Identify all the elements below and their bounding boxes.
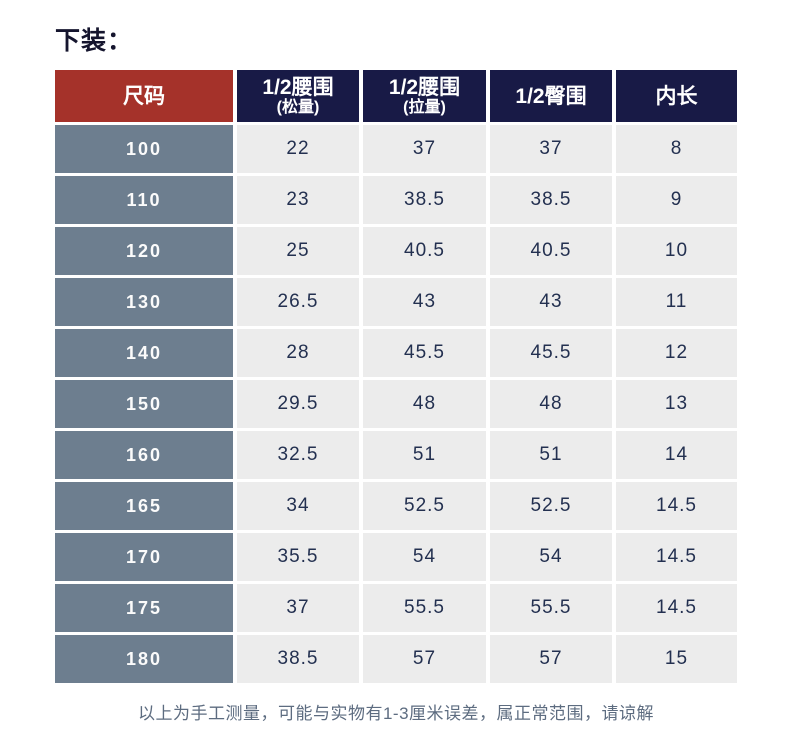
size-cell: 130 — [55, 278, 233, 326]
value-cell-inseam: 8 — [616, 125, 737, 173]
value-cell-waist-stretched: 48 — [363, 380, 486, 428]
size-cell: 180 — [55, 635, 233, 683]
value-cell-hip: 40.5 — [490, 227, 612, 275]
value-cell-hip: 57 — [490, 635, 612, 683]
size-cell: 170 — [55, 533, 233, 581]
value-cell-hip: 45.5 — [490, 329, 612, 377]
value-cell-hip: 48 — [490, 380, 612, 428]
value-cell-hip: 37 — [490, 125, 612, 173]
header-label: 内长 — [655, 84, 698, 108]
value-cell-waist-relaxed: 38.5 — [237, 635, 359, 683]
value-cell-hip: 54 — [490, 533, 612, 581]
size-cell: 165 — [55, 482, 233, 530]
header-half-waist-relaxed: 1/2腰围 (松量) — [237, 70, 359, 122]
size-cell: 110 — [55, 176, 233, 224]
header-half-hip: 1/2臀围 — [490, 70, 612, 122]
value-cell-waist-stretched: 38.5 — [363, 176, 486, 224]
header-label: 1/2腰围 — [262, 75, 334, 99]
value-cell-inseam: 15 — [616, 635, 737, 683]
value-cell-waist-stretched: 55.5 — [363, 584, 486, 632]
header-label: 1/2臀围 — [515, 84, 587, 108]
size-cell: 120 — [55, 227, 233, 275]
value-cell-inseam: 14.5 — [616, 533, 737, 581]
value-cell-inseam: 10 — [616, 227, 737, 275]
value-cell-waist-relaxed: 28 — [237, 329, 359, 377]
value-cell-waist-relaxed: 29.5 — [237, 380, 359, 428]
value-cell-waist-stretched: 51 — [363, 431, 486, 479]
value-cell-waist-stretched: 54 — [363, 533, 486, 581]
measurement-note: 以上为手工测量，可能与实物有1-3厘米误差，属正常范围，请谅解 — [137, 704, 655, 723]
value-cell-waist-relaxed: 32.5 — [237, 431, 359, 479]
value-cell-hip: 38.5 — [490, 176, 612, 224]
value-cell-waist-relaxed: 23 — [237, 176, 359, 224]
value-cell-inseam: 13 — [616, 380, 737, 428]
value-cell-waist-stretched: 52.5 — [363, 482, 486, 530]
value-cell-inseam: 12 — [616, 329, 737, 377]
value-cell-waist-relaxed: 35.5 — [237, 533, 359, 581]
value-cell-inseam: 11 — [616, 278, 737, 326]
size-table: 尺码 1/2腰围 (松量) 1/2腰围 (拉量) 1/2臀围 内长 100 22… — [55, 70, 737, 683]
header-label: 尺码 — [123, 84, 165, 108]
value-cell-waist-stretched: 37 — [363, 125, 486, 173]
header-label: 1/2腰围 — [388, 75, 461, 99]
page-title: 下装： — [55, 27, 134, 55]
value-cell-hip: 52.5 — [490, 482, 612, 530]
size-cell: 160 — [55, 431, 233, 479]
value-cell-inseam: 14.5 — [616, 584, 737, 632]
value-cell-waist-relaxed: 22 — [237, 125, 359, 173]
value-cell-inseam: 14 — [616, 431, 737, 479]
value-cell-hip: 55.5 — [490, 584, 612, 632]
header-inseam: 内长 — [616, 70, 737, 122]
value-cell-waist-stretched: 57 — [363, 635, 486, 683]
value-cell-waist-relaxed: 25 — [237, 227, 359, 275]
value-cell-waist-relaxed: 34 — [237, 482, 359, 530]
value-cell-waist-stretched: 40.5 — [363, 227, 486, 275]
value-cell-inseam: 9 — [616, 176, 737, 224]
header-size: 尺码 — [55, 70, 233, 122]
value-cell-waist-relaxed: 26.5 — [237, 278, 359, 326]
value-cell-waist-stretched: 43 — [363, 278, 486, 326]
value-cell-waist-relaxed: 37 — [237, 584, 359, 632]
size-cell: 175 — [55, 584, 233, 632]
value-cell-inseam: 14.5 — [616, 482, 737, 530]
size-cell: 150 — [55, 380, 233, 428]
size-cell: 100 — [55, 125, 233, 173]
header-sublabel: (拉量) — [403, 98, 446, 116]
header-sublabel: (松量) — [276, 98, 320, 116]
value-cell-hip: 51 — [490, 431, 612, 479]
value-cell-hip: 43 — [490, 278, 612, 326]
value-cell-waist-stretched: 45.5 — [363, 329, 486, 377]
header-half-waist-stretched: 1/2腰围 (拉量) — [363, 70, 486, 122]
size-cell: 140 — [55, 329, 233, 377]
